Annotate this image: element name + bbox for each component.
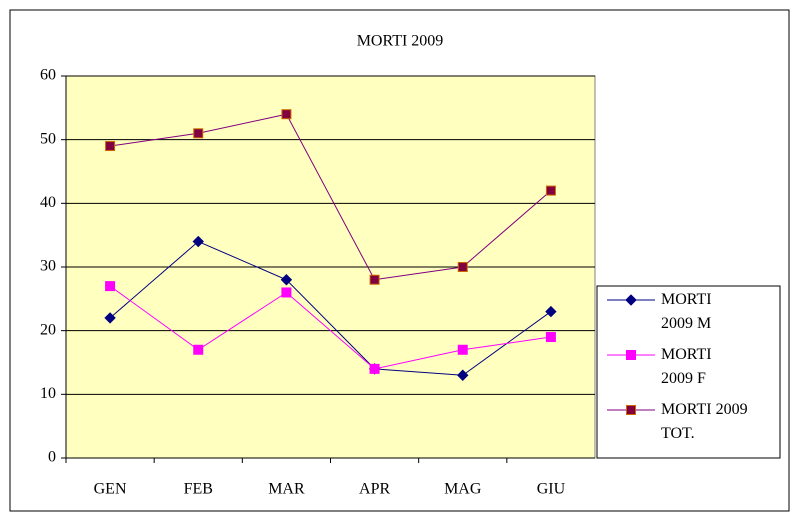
y-tick-label: 50 — [40, 130, 56, 147]
marker — [193, 344, 204, 355]
marker — [369, 274, 380, 285]
legend-label: MORTI 2009 F — [661, 346, 712, 387]
marker — [457, 344, 468, 355]
marker — [104, 312, 116, 324]
x-tick-label: GIU — [537, 481, 566, 498]
x-tick-label: APR — [359, 481, 390, 498]
legend-box — [596, 285, 781, 459]
marker — [280, 274, 293, 286]
y-tick-label: 40 — [40, 194, 56, 211]
series-line — [109, 285, 551, 370]
y-tick-label: 10 — [40, 385, 56, 402]
marker — [193, 128, 204, 139]
legend-label: MORTI 2009 M — [661, 291, 712, 332]
marker — [369, 363, 380, 374]
marker — [457, 369, 469, 381]
x-tick-label: GEN — [94, 481, 127, 498]
marker — [105, 141, 116, 152]
marker — [457, 262, 468, 272]
marker — [192, 235, 204, 248]
y-tick-label: 0 — [48, 449, 56, 466]
y-tick-label: 60 — [40, 67, 56, 84]
series-line — [109, 240, 552, 376]
chart-title: MORTI 2009 — [357, 33, 444, 50]
marker — [626, 350, 636, 360]
legend-label: MORTI 2009 TOT. — [661, 401, 748, 442]
x-tick-label: MAR — [268, 481, 305, 498]
marker — [105, 281, 116, 292]
marker — [545, 332, 556, 343]
marker — [626, 405, 636, 415]
y-tick-label: 30 — [40, 258, 56, 275]
y-tick-label: 20 — [40, 321, 56, 338]
series-line — [110, 113, 552, 281]
x-tick-label: FEB — [184, 481, 213, 498]
marker — [281, 109, 292, 120]
x-tick-label: MAG — [444, 481, 482, 498]
marker — [545, 185, 556, 196]
marker — [545, 305, 557, 318]
marker — [281, 287, 292, 298]
marker — [625, 294, 637, 306]
